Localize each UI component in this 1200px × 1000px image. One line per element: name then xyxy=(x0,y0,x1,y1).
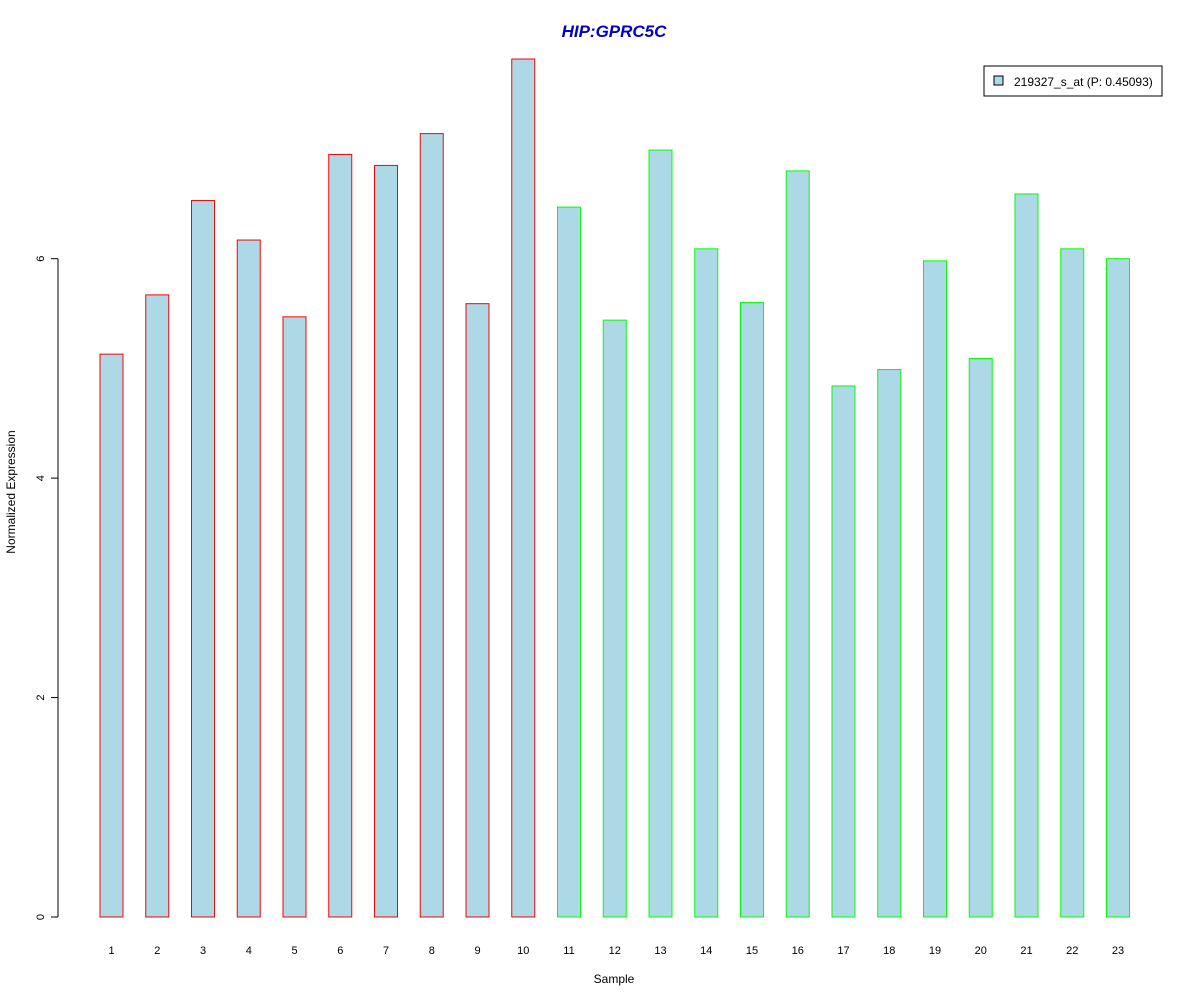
x-tick-label: 21 xyxy=(1020,945,1032,957)
x-tick-label: 23 xyxy=(1112,945,1124,957)
bar-sample-21 xyxy=(1014,193,1039,918)
x-tick-label: 20 xyxy=(975,945,987,957)
bar-sample-19 xyxy=(923,260,947,918)
x-tick-label: 14 xyxy=(700,945,712,957)
chart-title: HIP:GPRC5C xyxy=(562,22,668,41)
y-axis: 0 2 4 6 xyxy=(35,256,59,920)
y-tick-label: 4 xyxy=(35,475,47,481)
bar-sample-6 xyxy=(328,153,353,918)
bar-sample-23 xyxy=(1106,258,1130,918)
bar-sample-14 xyxy=(694,248,719,918)
bar-sample-7 xyxy=(374,164,398,918)
y-tick-label: 2 xyxy=(35,695,47,701)
legend: 219327_s_at (P: 0.45093) xyxy=(983,65,1163,97)
x-tick-label: 12 xyxy=(609,945,621,957)
x-tick-label: 10 xyxy=(517,945,529,957)
x-tick-label: 9 xyxy=(474,945,480,957)
x-axis-label: Sample xyxy=(594,972,635,986)
bar-sample-15 xyxy=(740,302,764,918)
bar-sample-10 xyxy=(511,58,536,918)
x-tick-label: 5 xyxy=(291,945,297,957)
y-tick-label: 0 xyxy=(35,914,47,920)
legend-swatch xyxy=(993,75,1004,86)
x-tick-label: 18 xyxy=(883,945,895,957)
x-tick-label: 15 xyxy=(746,945,758,957)
bar-sample-8 xyxy=(419,133,444,918)
bar-sample-17 xyxy=(831,385,856,918)
legend-label: 219327_s_at (P: 0.45093) xyxy=(1014,75,1153,89)
x-tick-label: 19 xyxy=(929,945,941,957)
x-tick-label: 22 xyxy=(1066,945,1078,957)
bar-sample-3 xyxy=(191,200,215,918)
x-tick-label: 11 xyxy=(563,945,574,957)
x-tick-label: 16 xyxy=(792,945,804,957)
bars-group xyxy=(99,58,1130,918)
y-tick-label: 6 xyxy=(35,256,47,262)
x-tick-labels: 1 2 3 4 5 6 7 8 9 10 11 12 13 14 15 16 17 18 19 20 21 22 23 xyxy=(108,945,1124,957)
bar-sample-12 xyxy=(602,319,627,918)
bar-sample-11 xyxy=(557,206,581,918)
x-tick-label: 3 xyxy=(200,945,206,957)
x-tick-label: 2 xyxy=(154,945,160,957)
bar-sample-22 xyxy=(1060,248,1085,918)
x-tick-label: 13 xyxy=(654,945,666,957)
bar-sample-18 xyxy=(877,369,902,918)
bar-sample-1 xyxy=(99,353,124,918)
x-tick-label: 6 xyxy=(337,945,343,957)
bar-sample-2 xyxy=(145,294,170,918)
x-tick-label: 17 xyxy=(837,945,849,957)
bar-sample-5 xyxy=(282,316,307,918)
x-tick-label: 1 xyxy=(108,945,114,957)
x-tick-label: 7 xyxy=(383,945,389,957)
x-tick-label: 8 xyxy=(429,945,435,957)
legend-box xyxy=(983,65,1163,97)
x-tick-label: 4 xyxy=(246,945,252,957)
y-axis-label: Normalized Expression xyxy=(4,430,18,553)
bar-sample-20 xyxy=(968,358,993,918)
bar-sample-16 xyxy=(785,170,810,918)
bar-sample-13 xyxy=(648,149,673,918)
bar-sample-9 xyxy=(465,303,490,918)
bar-sample-4 xyxy=(236,239,261,918)
